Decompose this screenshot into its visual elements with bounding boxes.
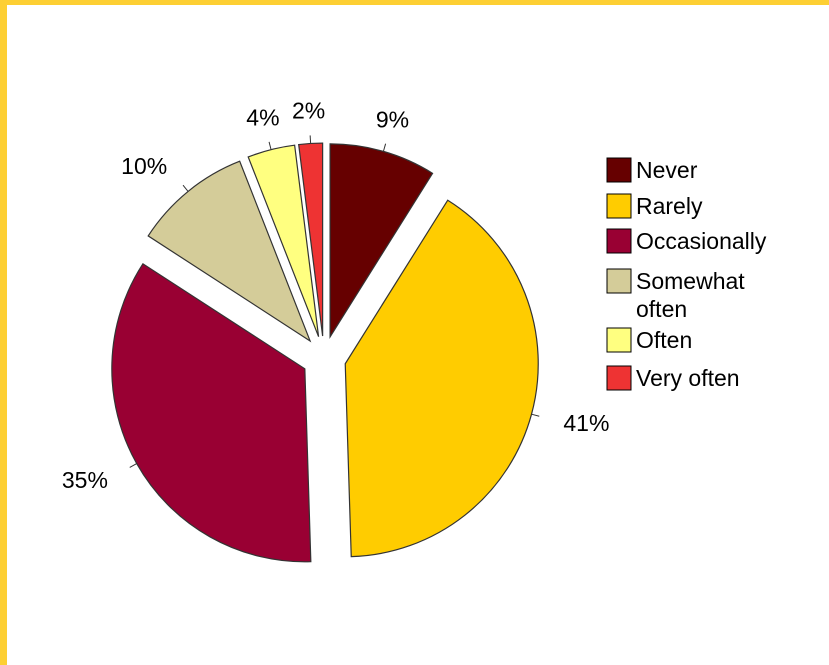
leader-tick-somewhat-often [182, 184, 189, 192]
legend-swatch-very-often [606, 365, 632, 391]
leader-tick-never [382, 143, 387, 152]
legend-label-rarely: Rarely [636, 193, 703, 219]
legend-swatch-occasionally [606, 228, 632, 254]
value-label-never: 9% [376, 107, 409, 133]
pie-slices [111, 142, 539, 563]
legend-swatch-often [606, 327, 632, 353]
leader-tick-often [268, 141, 272, 150]
legend-label-somewhat-often-line-2: often [636, 296, 687, 322]
pie-value-labels: 9% 41% 35% 10% 4% 2% [62, 97, 610, 492]
value-label-rarely: 41% [563, 410, 609, 436]
value-label-somewhat-often: 10% [121, 153, 167, 179]
legend-label-somewhat-often-line-1: Somewhat [636, 268, 745, 294]
legend-swatch-rarely [606, 193, 632, 219]
pie-slice-occasionally [111, 262, 312, 563]
legend-swatch-somewhat-often [606, 268, 632, 294]
value-label-very-often: 2% [292, 97, 325, 123]
leader-tick-rarely [531, 413, 540, 417]
legend-label-very-often: Very often [636, 365, 740, 391]
legend-label-often: Often [636, 327, 692, 353]
pie-slice-somewhat-often [147, 160, 312, 343]
legend-label-occasionally: Occasionally [636, 228, 767, 254]
leader-tick-occasionally [129, 463, 137, 468]
pie-slice-rarely [344, 199, 539, 558]
legend-swatch-never [606, 157, 632, 183]
legend-label-never: Never [636, 157, 698, 183]
value-label-occasionally: 35% [62, 467, 108, 493]
pie-slice-often [247, 144, 320, 337]
value-label-often: 4% [246, 105, 279, 131]
